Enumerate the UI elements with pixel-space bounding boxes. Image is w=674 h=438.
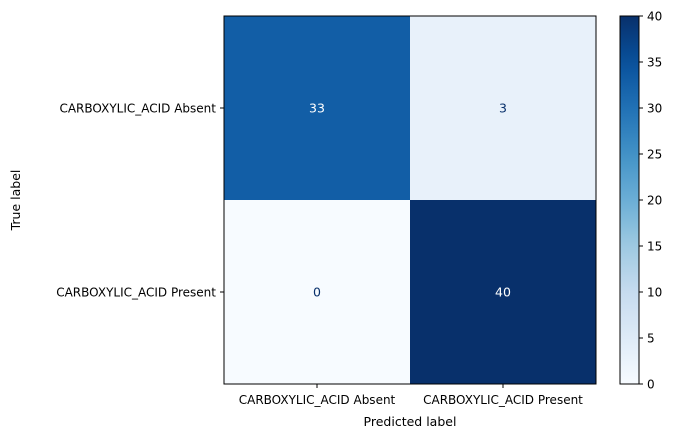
colorbar-tick-label: 30 (647, 102, 662, 116)
heatmap-cell (410, 200, 596, 384)
colorbar-tick-label: 40 (647, 10, 662, 24)
colorbar-tick-label: 10 (647, 286, 662, 300)
y-axis-label: True label (8, 170, 23, 232)
y-tick-label: CARBOXYLIC_ACID Absent (59, 102, 216, 116)
cell-value-label: 33 (309, 101, 325, 116)
colorbar-tick-label: 20 (647, 194, 662, 208)
heatmap-cell (224, 200, 410, 384)
cell-value-label: 0 (313, 285, 321, 300)
colorbar-tick-label: 35 (647, 56, 662, 70)
x-tick-label: CARBOXYLIC_ACID Present (423, 393, 583, 407)
y-tick-label: CARBOXYLIC_ACID Present (56, 286, 216, 300)
plot-frame (223, 15, 597, 385)
heatmap-cells: 33 30 40 (224, 16, 596, 384)
colorbar-tick-label: 25 (647, 148, 662, 162)
x-axis-label: Predicted label (364, 414, 457, 429)
heatmap-cell (410, 16, 596, 200)
heatmap-cell (224, 16, 410, 200)
cell-value-label: 40 (495, 285, 511, 300)
cell-value-label: 3 (499, 101, 507, 116)
colorbar-tick-label: 15 (647, 240, 662, 254)
colorbar-tick-label: 0 (647, 378, 655, 392)
colorbar-tick-label: 5 (647, 332, 655, 346)
colorbar-ticks: 0 5 10 15 20 25 30 35 40 (639, 10, 662, 392)
x-tick-label: CARBOXYLIC_ACID Absent (239, 393, 396, 407)
axis-ticks: CARBOXYLIC_ACID Absent CARBOXYLIC_ACID Pr… (56, 102, 583, 408)
colorbar (619, 15, 640, 385)
